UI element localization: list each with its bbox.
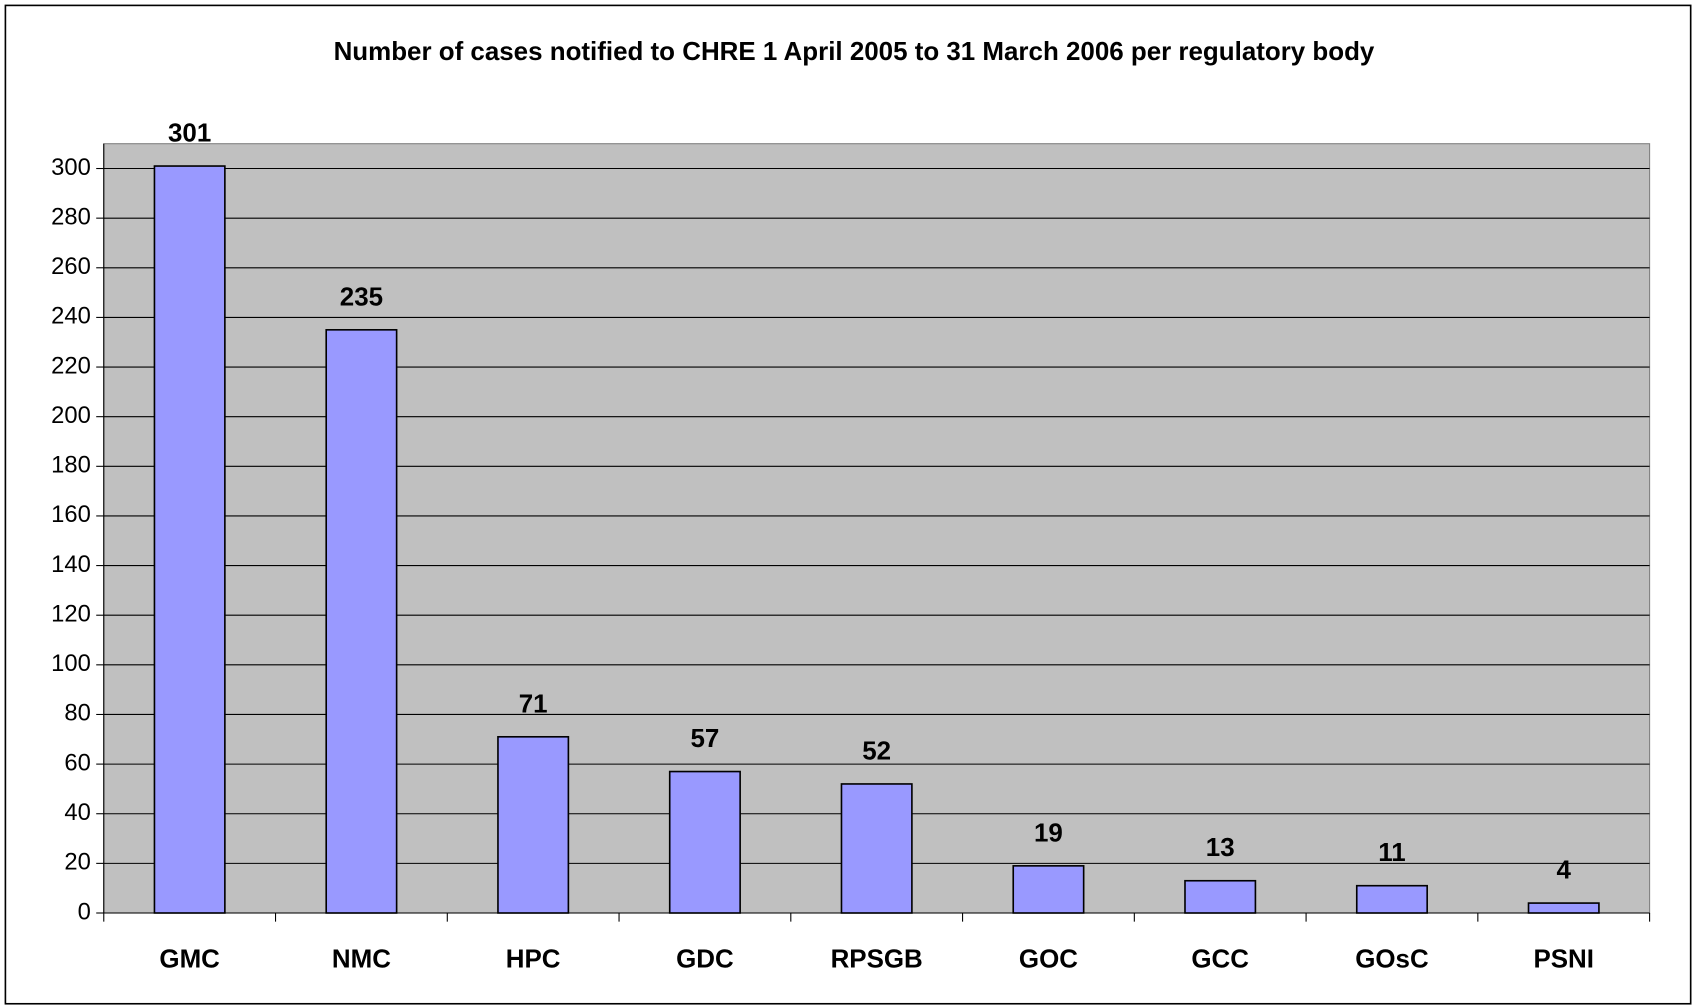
x-tick-label: GOC: [1019, 945, 1078, 973]
x-tick-label: GMC: [159, 945, 220, 973]
data-label: 57: [691, 725, 720, 753]
y-tick-label: 180: [51, 452, 91, 479]
bar: [1012, 865, 1085, 914]
bar: [668, 770, 741, 914]
y-tick-label: 40: [64, 799, 90, 826]
y-tick-label: 260: [51, 253, 91, 280]
bar: [1184, 879, 1257, 914]
y-tick-label: 240: [51, 303, 91, 330]
x-tick-label: PSNI: [1533, 945, 1594, 973]
y-tick-label: 20: [64, 849, 90, 876]
y-tick-label: 100: [51, 650, 91, 677]
y-tick-label: 60: [64, 749, 90, 776]
data-label: 235: [340, 283, 383, 311]
bar: [1355, 884, 1428, 914]
y-tick-label: 80: [64, 700, 90, 727]
data-label: 52: [862, 737, 891, 765]
y-tick-label: 200: [51, 402, 91, 429]
chart-title: Number of cases notified to CHRE 1 April…: [334, 38, 1375, 66]
y-tick-label: 140: [51, 551, 91, 578]
bar: [1527, 902, 1600, 914]
x-tick-label: GDC: [676, 945, 734, 973]
bar: [840, 783, 913, 914]
data-label: 4: [1557, 857, 1572, 885]
data-label: 301: [168, 120, 211, 148]
x-tick-label: GOsC: [1355, 945, 1429, 973]
x-tick-label: HPC: [506, 945, 561, 973]
x-tick-label: RPSGB: [831, 945, 923, 973]
x-tick-label: GCC: [1191, 945, 1249, 973]
bar: [497, 735, 570, 914]
bar: [153, 165, 226, 914]
y-tick-label: 120: [51, 600, 91, 627]
data-label: 71: [519, 690, 548, 718]
y-tick-label: 300: [51, 154, 91, 181]
x-tick-label: NMC: [332, 945, 391, 973]
y-tick-label: 160: [51, 501, 91, 528]
data-label: 13: [1206, 834, 1235, 862]
data-label: 11: [1378, 839, 1405, 867]
y-tick-label: 0: [78, 898, 91, 925]
data-label: 19: [1034, 819, 1063, 847]
y-tick-label: 280: [51, 203, 91, 230]
y-tick-label: 220: [51, 352, 91, 379]
bar: [325, 329, 398, 914]
